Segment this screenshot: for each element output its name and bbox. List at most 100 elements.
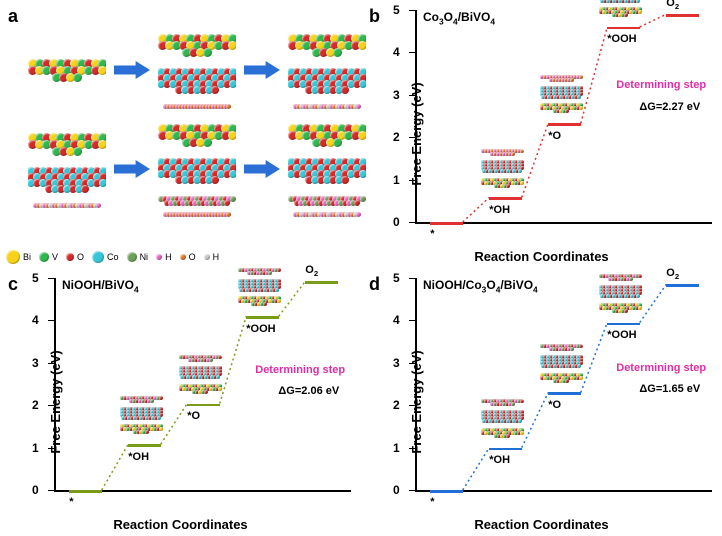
ytick (409, 490, 417, 491)
legend-item-h: H (204, 252, 220, 262)
legend-label: H (213, 252, 220, 262)
atom-icon (156, 254, 162, 260)
legend-label: V (52, 252, 58, 262)
atom-icon (92, 251, 104, 263)
yticklabel: 5 (393, 3, 400, 17)
ytick (48, 405, 56, 406)
panel-a: a BiVOCoNiHOH (0, 0, 361, 268)
slab-Htop (158, 210, 236, 218)
step-label: O2 (666, 267, 679, 281)
ytick (409, 95, 417, 96)
ytick (409, 10, 417, 11)
yticklabel: 0 (393, 483, 400, 497)
energy-level (69, 490, 101, 493)
energy-chart-c: 012345**OH*O*OOHO2Determining stepΔG=2.0… (54, 278, 351, 492)
delta-g-label: ΔG=2.27 eV (639, 101, 700, 113)
reaction-schematic (4, 4, 357, 264)
yticklabel: 4 (393, 45, 400, 59)
arrow-icon (244, 61, 280, 79)
legend-item-o: O (66, 252, 84, 262)
yticklabel: 2 (393, 130, 400, 144)
panel-b: b Co3O4/BiVO4 Free Energy (eV) 012345**O… (361, 0, 722, 268)
energy-connector (56, 278, 351, 490)
step-label: O2 (305, 264, 318, 278)
slab-co3o4 (158, 60, 236, 102)
panel-label-c: c (8, 274, 18, 295)
slab-bivo4 (28, 55, 106, 85)
legend-item-h: H (156, 252, 172, 262)
schematic-row (28, 120, 366, 218)
atom-icon (39, 252, 49, 262)
yticklabel: 3 (393, 88, 400, 102)
yticklabel: 2 (393, 398, 400, 412)
ytick (409, 52, 417, 53)
structure (28, 129, 106, 209)
ytick (409, 278, 417, 279)
step-label: *OOH (246, 323, 275, 335)
delta-g-label: ΔG=2.06 eV (278, 385, 339, 397)
determining-step-label: Determining step (616, 362, 706, 374)
slab-bivo4 (158, 120, 236, 150)
step-label: O2 (666, 0, 679, 11)
step-label: * (430, 496, 434, 508)
xlabel-d: Reaction Coordinates (361, 517, 722, 532)
yticklabel: 5 (32, 271, 39, 285)
legend-item-v: V (39, 252, 58, 262)
structure (28, 55, 106, 85)
structure (158, 120, 236, 218)
structure (288, 120, 366, 218)
yticklabel: 0 (32, 483, 39, 497)
schematic-row (28, 30, 366, 110)
slab-bivo4 (288, 30, 366, 60)
panel-d: d NiOOH/Co3O4/BiVO4 Free Energy (eV) 012… (361, 268, 722, 536)
slab-co3o4 (158, 150, 236, 192)
panel-label-d: d (369, 274, 380, 295)
yticklabel: 1 (393, 441, 400, 455)
legend-label: Bi (23, 252, 31, 262)
atom-icon (204, 254, 210, 260)
ytick (48, 320, 56, 321)
legend-label: H (165, 252, 172, 262)
xlabel-b: Reaction Coordinates (361, 249, 722, 264)
legend-label: Co (107, 252, 119, 262)
panel-c: c NiOOH/BiVO4 Free Energy (eV) 012345**O… (0, 268, 361, 536)
slab-bivo4 (28, 129, 106, 159)
energy-connector (417, 10, 712, 222)
intermediate-structure (598, 0, 642, 18)
yticklabel: 3 (393, 356, 400, 370)
intermediate-structure (237, 267, 281, 307)
slab-bivo4 (158, 30, 236, 60)
step-label: * (69, 496, 73, 508)
determining-step-label: Determining step (616, 79, 706, 91)
slab-Htop2 (28, 201, 106, 209)
slab-Htop2 (288, 210, 366, 218)
atom-icon (66, 253, 74, 261)
ytick (409, 405, 417, 406)
slab-niooh (288, 192, 366, 210)
atom-icon (6, 250, 20, 264)
panel-label-b: b (369, 6, 380, 27)
legend-item-o: O (180, 252, 196, 262)
panel-label-a: a (8, 6, 18, 27)
ytick (48, 490, 56, 491)
step-label: * (430, 228, 434, 240)
energy-level (430, 490, 462, 493)
atom-icon (127, 252, 137, 262)
yticklabel: 1 (393, 173, 400, 187)
yticklabel: 3 (32, 356, 39, 370)
ytick (48, 363, 56, 364)
energy-level (305, 281, 337, 284)
yticklabel: 0 (393, 215, 400, 229)
legend-label: O (189, 252, 196, 262)
ytick (409, 363, 417, 364)
ytick (48, 278, 56, 279)
yticklabel: 2 (32, 398, 39, 412)
slab-co3o4 (288, 150, 366, 192)
yticklabel: 5 (393, 271, 400, 285)
atom-icon (180, 254, 186, 260)
slab-bivo4 (288, 120, 366, 150)
xlabel-c: Reaction Coordinates (0, 517, 361, 532)
step-label: *OOH (607, 33, 636, 45)
arrow-icon (114, 61, 150, 79)
ytick (409, 137, 417, 138)
